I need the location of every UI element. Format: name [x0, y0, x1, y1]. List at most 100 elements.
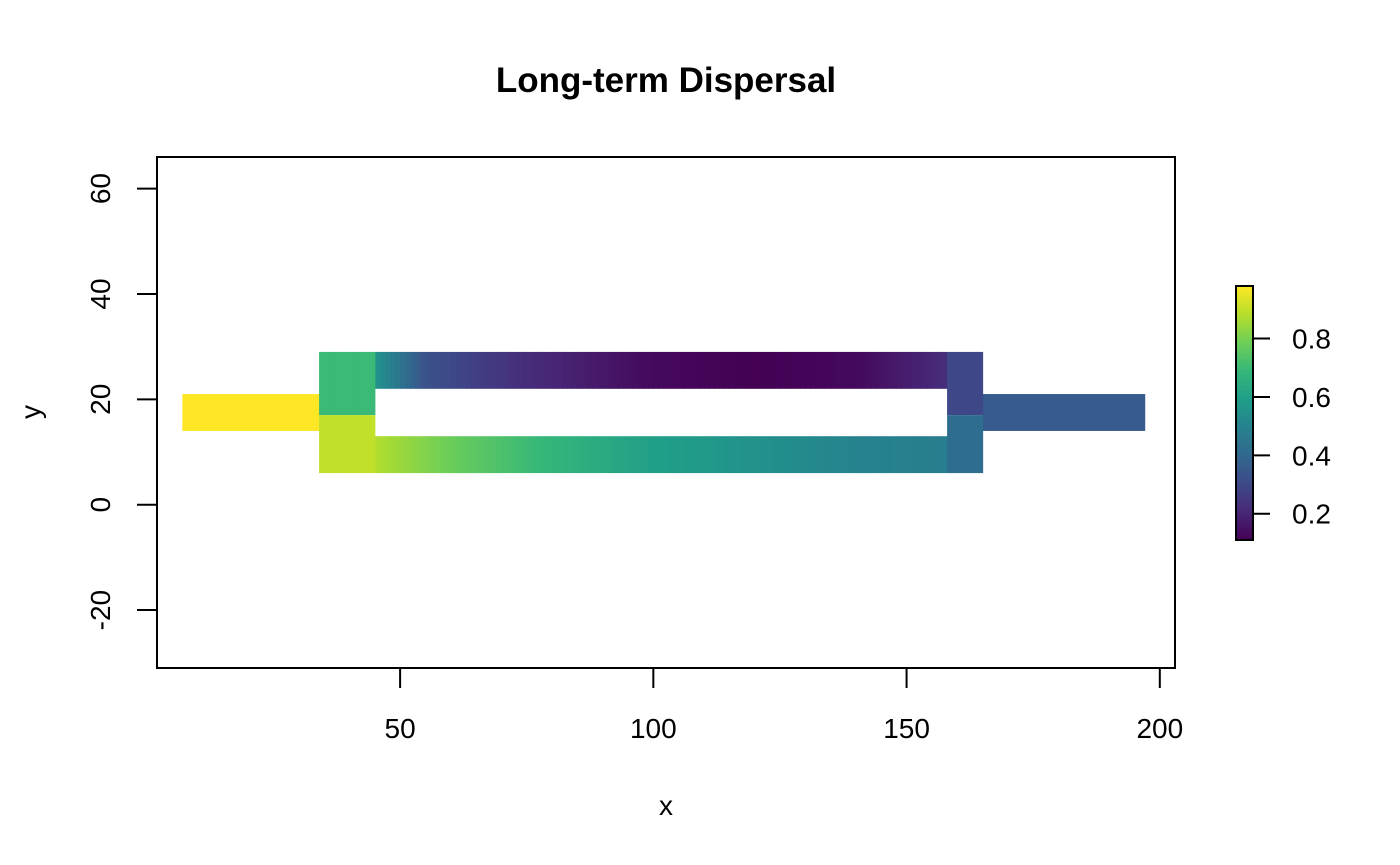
heatmap-cell — [891, 351, 898, 389]
heatmap-cell — [552, 436, 558, 474]
heatmap-cell — [759, 436, 766, 474]
heatmap-cell — [926, 436, 933, 474]
heatmap-cell — [329, 415, 335, 474]
heatmap-cell — [283, 394, 290, 431]
legend-swatch — [1236, 466, 1253, 471]
heatmap-cell — [911, 436, 918, 474]
heatmap-cell — [298, 394, 305, 431]
heatmap-cell — [562, 436, 568, 474]
heatmap-cell — [633, 351, 639, 389]
legend-swatch — [1236, 508, 1253, 512]
heatmap-cell — [785, 351, 791, 389]
legend-swatch — [1236, 530, 1253, 535]
heatmap-cell — [481, 436, 487, 474]
heatmap-cell — [536, 436, 543, 474]
heatmap-cell — [698, 436, 705, 474]
heatmap-cell — [319, 415, 325, 474]
heatmap-cell — [622, 436, 629, 474]
heatmap-cell — [263, 394, 270, 431]
legend-swatch — [1236, 460, 1253, 465]
heatmap-cell — [303, 394, 310, 431]
heatmap-cell — [435, 351, 442, 389]
heatmap-cell — [374, 436, 381, 474]
heatmap-cell — [572, 351, 578, 389]
heatmap-cell — [592, 436, 599, 474]
heatmap-cell — [825, 351, 832, 389]
heatmap-cell — [572, 436, 578, 474]
legend-swatch — [1236, 444, 1253, 449]
heatmap-cell — [481, 351, 487, 389]
legend-swatch — [1236, 324, 1253, 328]
heatmap-cell — [192, 394, 199, 431]
legend-swatch — [1236, 492, 1253, 497]
heatmap-cell — [906, 351, 913, 389]
heatmap-cell — [1088, 394, 1095, 431]
heatmap-cell — [800, 351, 806, 389]
legend-swatch — [1236, 438, 1253, 443]
legend-swatch — [1236, 413, 1253, 417]
heatmap-cell — [739, 436, 746, 474]
heatmap-cell — [1073, 394, 1080, 431]
heatmap-cell — [587, 436, 594, 474]
heatmap-cell — [673, 351, 680, 389]
heatmap-cell — [445, 351, 452, 389]
heatmap-cell — [668, 351, 675, 389]
heatmap-cell — [881, 351, 887, 389]
heatmap-cell — [628, 436, 634, 474]
legend-swatch — [1236, 514, 1253, 519]
y-axis-label: y — [15, 405, 46, 419]
heatmap-cell — [400, 436, 406, 474]
heatmap-cell — [1043, 394, 1049, 431]
legend-tick-label: 0.2 — [1292, 499, 1331, 530]
heatmap-cell — [227, 394, 234, 431]
heatmap-cell — [582, 436, 589, 474]
heatmap-cell — [795, 351, 801, 389]
heatmap-cell — [709, 436, 715, 474]
heatmap-cell — [501, 436, 508, 474]
legend-swatch — [1236, 498, 1253, 503]
heatmap-cell — [562, 351, 568, 389]
legend-swatch — [1236, 320, 1253, 325]
heatmap-cell — [496, 436, 502, 474]
heatmap-cell — [744, 351, 751, 389]
heatmap-cell — [607, 351, 614, 389]
legend-tick-label: 0.4 — [1292, 440, 1331, 471]
legend-swatch — [1236, 286, 1253, 290]
heatmap-cell — [820, 351, 827, 389]
heatmap-cell — [1099, 394, 1105, 431]
heatmap-cell — [805, 436, 811, 474]
heatmap-cell — [359, 415, 366, 474]
heatmap-cell — [536, 351, 543, 389]
heatmap-cell — [314, 394, 320, 431]
heatmap-cell — [339, 351, 345, 416]
heatmap-cell — [952, 351, 958, 416]
heatmap-cell — [597, 436, 604, 474]
heatmap-cell — [384, 436, 391, 474]
legend-swatch — [1236, 425, 1253, 430]
heatmap-cell — [491, 351, 497, 389]
legend-swatch — [1236, 470, 1253, 474]
heatmap-cell — [835, 351, 842, 389]
heatmap-cell — [840, 436, 847, 474]
legend-swatch — [1236, 308, 1253, 312]
heatmap-cell — [526, 351, 533, 389]
heatmap-cell — [947, 351, 953, 416]
heatmap-cell — [759, 351, 766, 389]
heatmap-cell — [405, 436, 411, 474]
legend-swatch — [1236, 365, 1253, 370]
heatmap-cell — [552, 351, 558, 389]
legend-swatch — [1236, 511, 1253, 516]
heatmap-cell — [714, 351, 720, 389]
heatmap-cell — [845, 351, 852, 389]
heatmap-cell — [931, 351, 938, 389]
legend-swatch — [1236, 428, 1253, 433]
heatmap-cell — [526, 436, 533, 474]
heatmap-cell — [820, 436, 827, 474]
heatmap-cell — [471, 436, 477, 474]
heatmap-cell — [587, 351, 594, 389]
heatmap-cell — [901, 351, 908, 389]
legend-swatch — [1236, 473, 1253, 477]
heatmap-cell — [521, 351, 528, 389]
region-lower-right-junction — [947, 415, 984, 474]
heatmap-cell — [567, 351, 573, 389]
